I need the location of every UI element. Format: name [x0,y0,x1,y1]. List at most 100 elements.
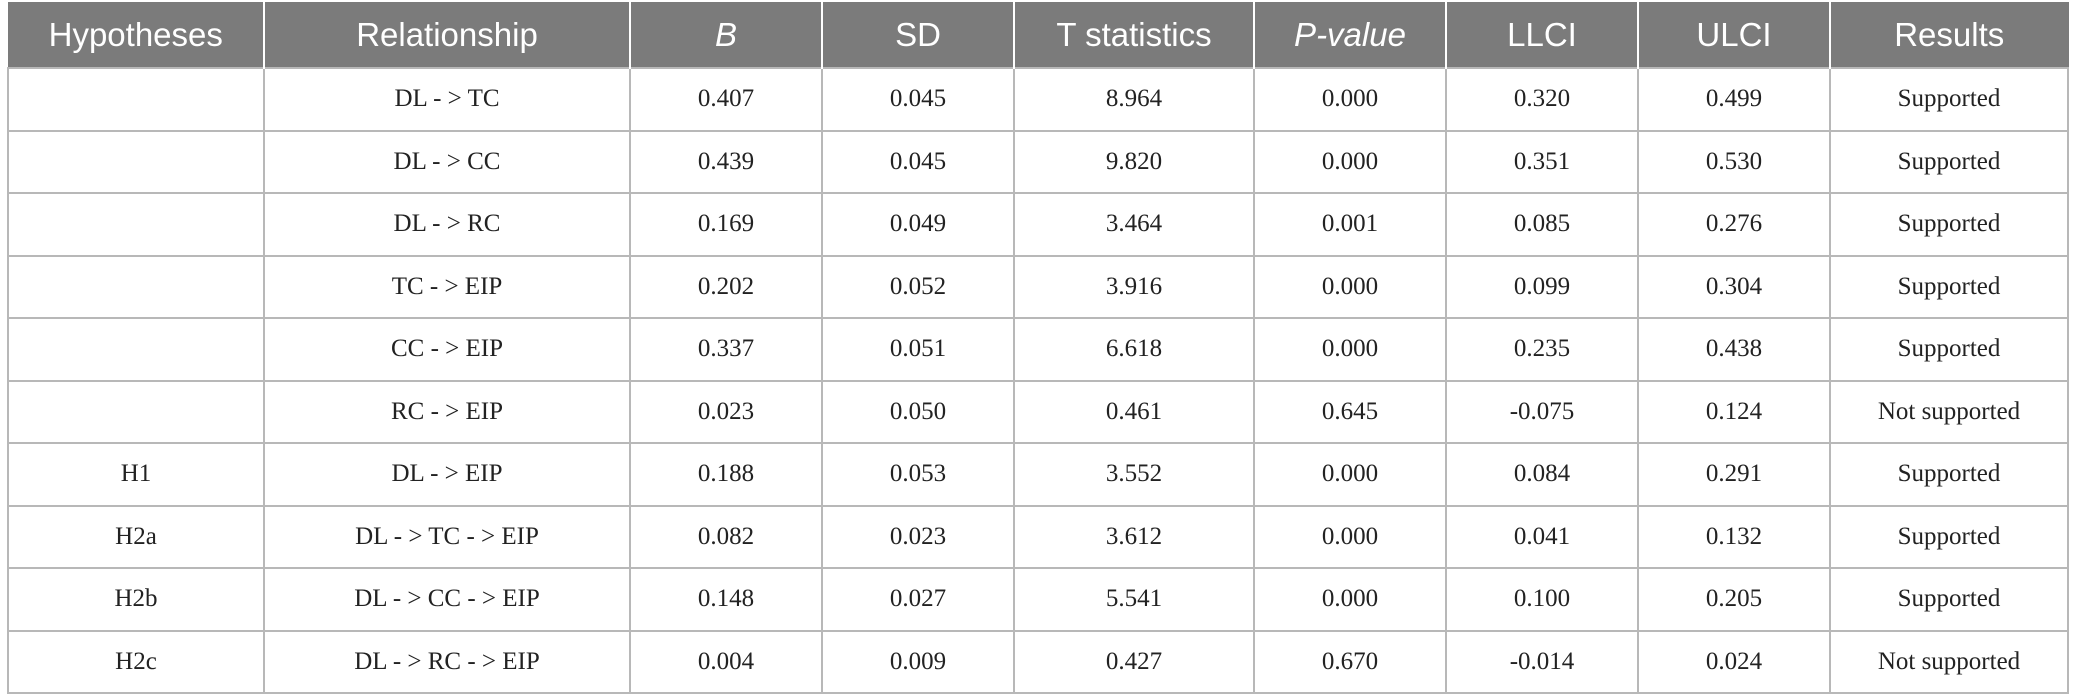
cell-p-value: 0.000 [1253,67,1447,132]
table-row: RC - > EIP 0.023 0.050 0.461 0.645 -0.075 0.12… [7,379,2069,444]
cell-result: Supported [1829,504,2069,569]
header-llci: LLCI [1445,2,1639,69]
cell-t-statistic: 8.964 [1013,67,1255,132]
cell-relationship: DL - > RC [263,192,631,257]
cell-relationship: DL - > CC [263,129,631,194]
cell-result: Supported [1829,442,2069,507]
cell-ulci: 0.132 [1637,504,1831,569]
cell-relationship: DL - > CC - > EIP [263,567,631,632]
cell-p-value: 0.000 [1253,129,1447,194]
header-text: Results [1894,16,2005,53]
header-hypotheses: Hypotheses [7,2,265,69]
cell-result: Supported [1829,567,2069,632]
cell-llci: 0.085 [1445,192,1639,257]
hypothesis-results-table: Hypotheses Relationship B SD T statistics P-v… [7,2,2069,694]
cell-b: 0.337 [629,317,823,382]
header-text: Relationship [356,16,538,53]
table-row: DL - > TC 0.407 0.045 8.964 0.000 0.320 0.499 S… [7,67,2069,132]
cell-p-value: 0.645 [1253,379,1447,444]
cell-sd: 0.045 [821,129,1015,194]
cell-sd: 0.051 [821,317,1015,382]
cell-relationship: CC - > EIP [263,317,631,382]
cell-sd: 0.027 [821,567,1015,632]
header-text: ULCI [1696,16,1772,53]
cell-t-statistic: 9.820 [1013,129,1255,194]
cell-llci: -0.014 [1445,629,1639,694]
cell-llci: -0.075 [1445,379,1639,444]
table-row: DL - > RC 0.169 0.049 3.464 0.001 0.085 0.276 S… [7,192,2069,257]
cell-hypothesis [7,129,265,194]
cell-t-statistic: 0.427 [1013,629,1255,694]
header-text: T statistics [1056,16,1212,53]
header-italic-text: P [1294,16,1317,53]
cell-sd: 0.045 [821,67,1015,132]
cell-llci: 0.099 [1445,254,1639,319]
header-results: Results [1829,2,2069,69]
cell-relationship: DL - > RC - > EIP [263,629,631,694]
cell-hypothesis [7,379,265,444]
cell-b: 0.188 [629,442,823,507]
cell-hypothesis: H2a [7,504,265,569]
cell-t-statistic: 3.612 [1013,504,1255,569]
table-row: TC - > EIP 0.202 0.052 3.916 0.000 0.099 0.304… [7,254,2069,319]
header-text: Hypotheses [48,16,223,53]
table-header-row: Hypotheses Relationship B SD T statistics P-v… [7,2,2069,69]
cell-ulci: 0.304 [1637,254,1831,319]
cell-b: 0.148 [629,567,823,632]
cell-hypothesis [7,67,265,132]
cell-relationship: TC - > EIP [263,254,631,319]
cell-result: Supported [1829,317,2069,382]
cell-t-statistic: 3.916 [1013,254,1255,319]
table-row: H2c DL - > RC - > EIP 0.004 0.009 0.427 0.670… [7,629,2069,694]
header-sd: SD [821,2,1015,69]
cell-hypothesis [7,317,265,382]
cell-p-value: 0.000 [1253,254,1447,319]
table-body: DL - > TC 0.407 0.045 8.964 0.000 0.320 0.499 S… [7,67,2069,694]
cell-hypothesis: H2c [7,629,265,694]
header-text: LLCI [1507,16,1577,53]
cell-ulci: 0.438 [1637,317,1831,382]
cell-hypothesis: H2b [7,567,265,632]
cell-llci: 0.320 [1445,67,1639,132]
table-row: H2b DL - > CC - > EIP 0.148 0.027 5.541 0.000… [7,567,2069,632]
cell-ulci: 0.124 [1637,379,1831,444]
cell-llci: 0.084 [1445,442,1639,507]
cell-relationship: DL - > EIP [263,442,631,507]
table-row: H1 DL - > EIP 0.188 0.053 3.552 0.000 0.084 0.2… [7,442,2069,507]
cell-p-value: 0.000 [1253,567,1447,632]
cell-sd: 0.049 [821,192,1015,257]
cell-ulci: 0.276 [1637,192,1831,257]
cell-llci: 0.100 [1445,567,1639,632]
cell-t-statistic: 3.464 [1013,192,1255,257]
cell-ulci: 0.291 [1637,442,1831,507]
cell-b: 0.004 [629,629,823,694]
cell-sd: 0.050 [821,379,1015,444]
cell-hypothesis [7,192,265,257]
cell-t-statistic: 0.461 [1013,379,1255,444]
header-italic-text: B [714,16,737,53]
cell-llci: 0.041 [1445,504,1639,569]
cell-result: Supported [1829,254,2069,319]
cell-llci: 0.351 [1445,129,1639,194]
header-b: B [629,2,823,69]
cell-ulci: 0.205 [1637,567,1831,632]
table-row: CC - > EIP 0.337 0.051 6.618 0.000 0.235 0.438… [7,317,2069,382]
header-ulci: ULCI [1637,2,1831,69]
cell-hypothesis: H1 [7,442,265,507]
cell-p-value: 0.000 [1253,504,1447,569]
cell-b: 0.202 [629,254,823,319]
header-t-statistics: T statistics [1013,2,1255,69]
cell-relationship: DL - > TC - > EIP [263,504,631,569]
cell-b: 0.169 [629,192,823,257]
cell-hypothesis [7,254,265,319]
cell-b: 0.023 [629,379,823,444]
cell-b: 0.439 [629,129,823,194]
cell-b: 0.407 [629,67,823,132]
cell-t-statistic: 3.552 [1013,442,1255,507]
cell-relationship: RC - > EIP [263,379,631,444]
cell-relationship: DL - > TC [263,67,631,132]
cell-p-value: 0.000 [1253,442,1447,507]
results-table-container: Hypotheses Relationship B SD T statistics P-v… [7,2,2069,694]
cell-sd: 0.023 [821,504,1015,569]
cell-result: Supported [1829,192,2069,257]
